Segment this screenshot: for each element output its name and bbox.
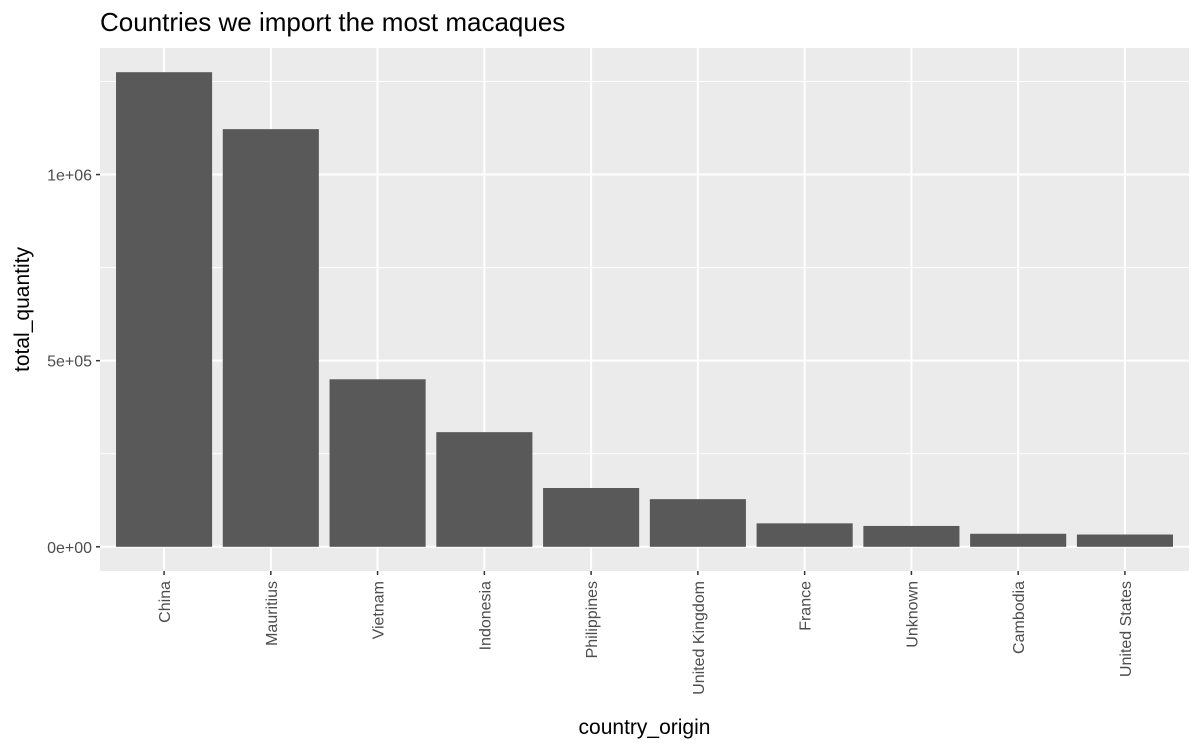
x-tick-label-1: Mauritius	[264, 581, 281, 646]
chart-title: Countries we import the most macaques	[100, 7, 565, 37]
x-axis-title: country_origin	[579, 716, 711, 739]
x-axis: China Mauritius Vietnam Indonesia Philippine…	[157, 571, 1135, 695]
bar-mauritius	[222, 129, 319, 547]
bar-vietnam	[329, 379, 426, 547]
bars	[116, 72, 1173, 547]
bar-philippines	[543, 487, 640, 547]
x-tick-label-2: Vietnam	[371, 581, 388, 639]
bar-indonesia	[436, 432, 533, 547]
bar-china	[116, 72, 213, 547]
x-tick-label-8: Cambodia	[1011, 581, 1028, 654]
x-tick-label-6: France	[798, 581, 815, 631]
x-tick-label-5: United Kingdom	[691, 581, 708, 695]
x-tick-label-3: Indonesia	[477, 581, 494, 650]
y-axis: 0e+00 5e+05 1e+06	[47, 168, 100, 557]
bar-united-states	[1076, 534, 1173, 547]
x-tick-label-7: Unknown	[904, 581, 921, 648]
x-tick-label-9: United States	[1118, 581, 1135, 677]
bar-france	[756, 523, 853, 547]
y-tick-label-1: 5e+05	[47, 354, 92, 371]
y-axis-title: total_quantity	[11, 247, 34, 372]
x-tick-label-0: China	[157, 581, 174, 623]
bar-unknown	[863, 525, 960, 547]
x-tick-label-4: Philippines	[584, 581, 601, 658]
y-tick-label-2: 1e+06	[47, 168, 92, 185]
y-tick-label-0: 0e+00	[47, 540, 92, 557]
bar-united-kingdom	[649, 499, 746, 547]
bar-cambodia	[970, 533, 1067, 547]
